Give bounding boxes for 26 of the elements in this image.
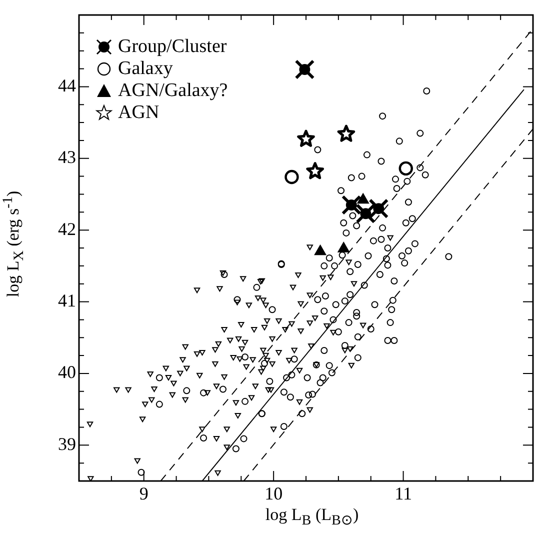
point bbox=[297, 130, 315, 147]
point bbox=[284, 170, 299, 184]
point bbox=[306, 162, 324, 180]
point bbox=[341, 195, 362, 215]
y-tick-label: 39 bbox=[58, 434, 76, 454]
legend-label: AGN/Galaxy? bbox=[118, 80, 228, 102]
x-axis-title: log L$_{B}$ (L$_{B⊙}$) bbox=[264, 505, 360, 530]
x-tick-label: 11 bbox=[394, 484, 412, 504]
point bbox=[338, 242, 350, 252]
point bbox=[314, 245, 326, 256]
legend-label: Group/Cluster bbox=[118, 36, 227, 58]
legend-label: AGN bbox=[118, 102, 160, 124]
y-tick-label: 40 bbox=[58, 362, 76, 382]
y-tick-label: 41 bbox=[58, 290, 76, 311]
point bbox=[398, 161, 413, 176]
x-tick-label: 9 bbox=[139, 484, 148, 504]
legend-label: Galaxy bbox=[118, 58, 173, 80]
y-tick-label: 42 bbox=[58, 218, 76, 239]
y-tick-label: 44 bbox=[58, 75, 76, 96]
point bbox=[294, 60, 315, 80]
x-tick-label: 10 bbox=[264, 484, 283, 504]
point bbox=[358, 194, 369, 204]
point bbox=[356, 204, 376, 224]
y-tick-label: 43 bbox=[58, 147, 76, 168]
point bbox=[368, 198, 389, 219]
point bbox=[337, 124, 356, 142]
